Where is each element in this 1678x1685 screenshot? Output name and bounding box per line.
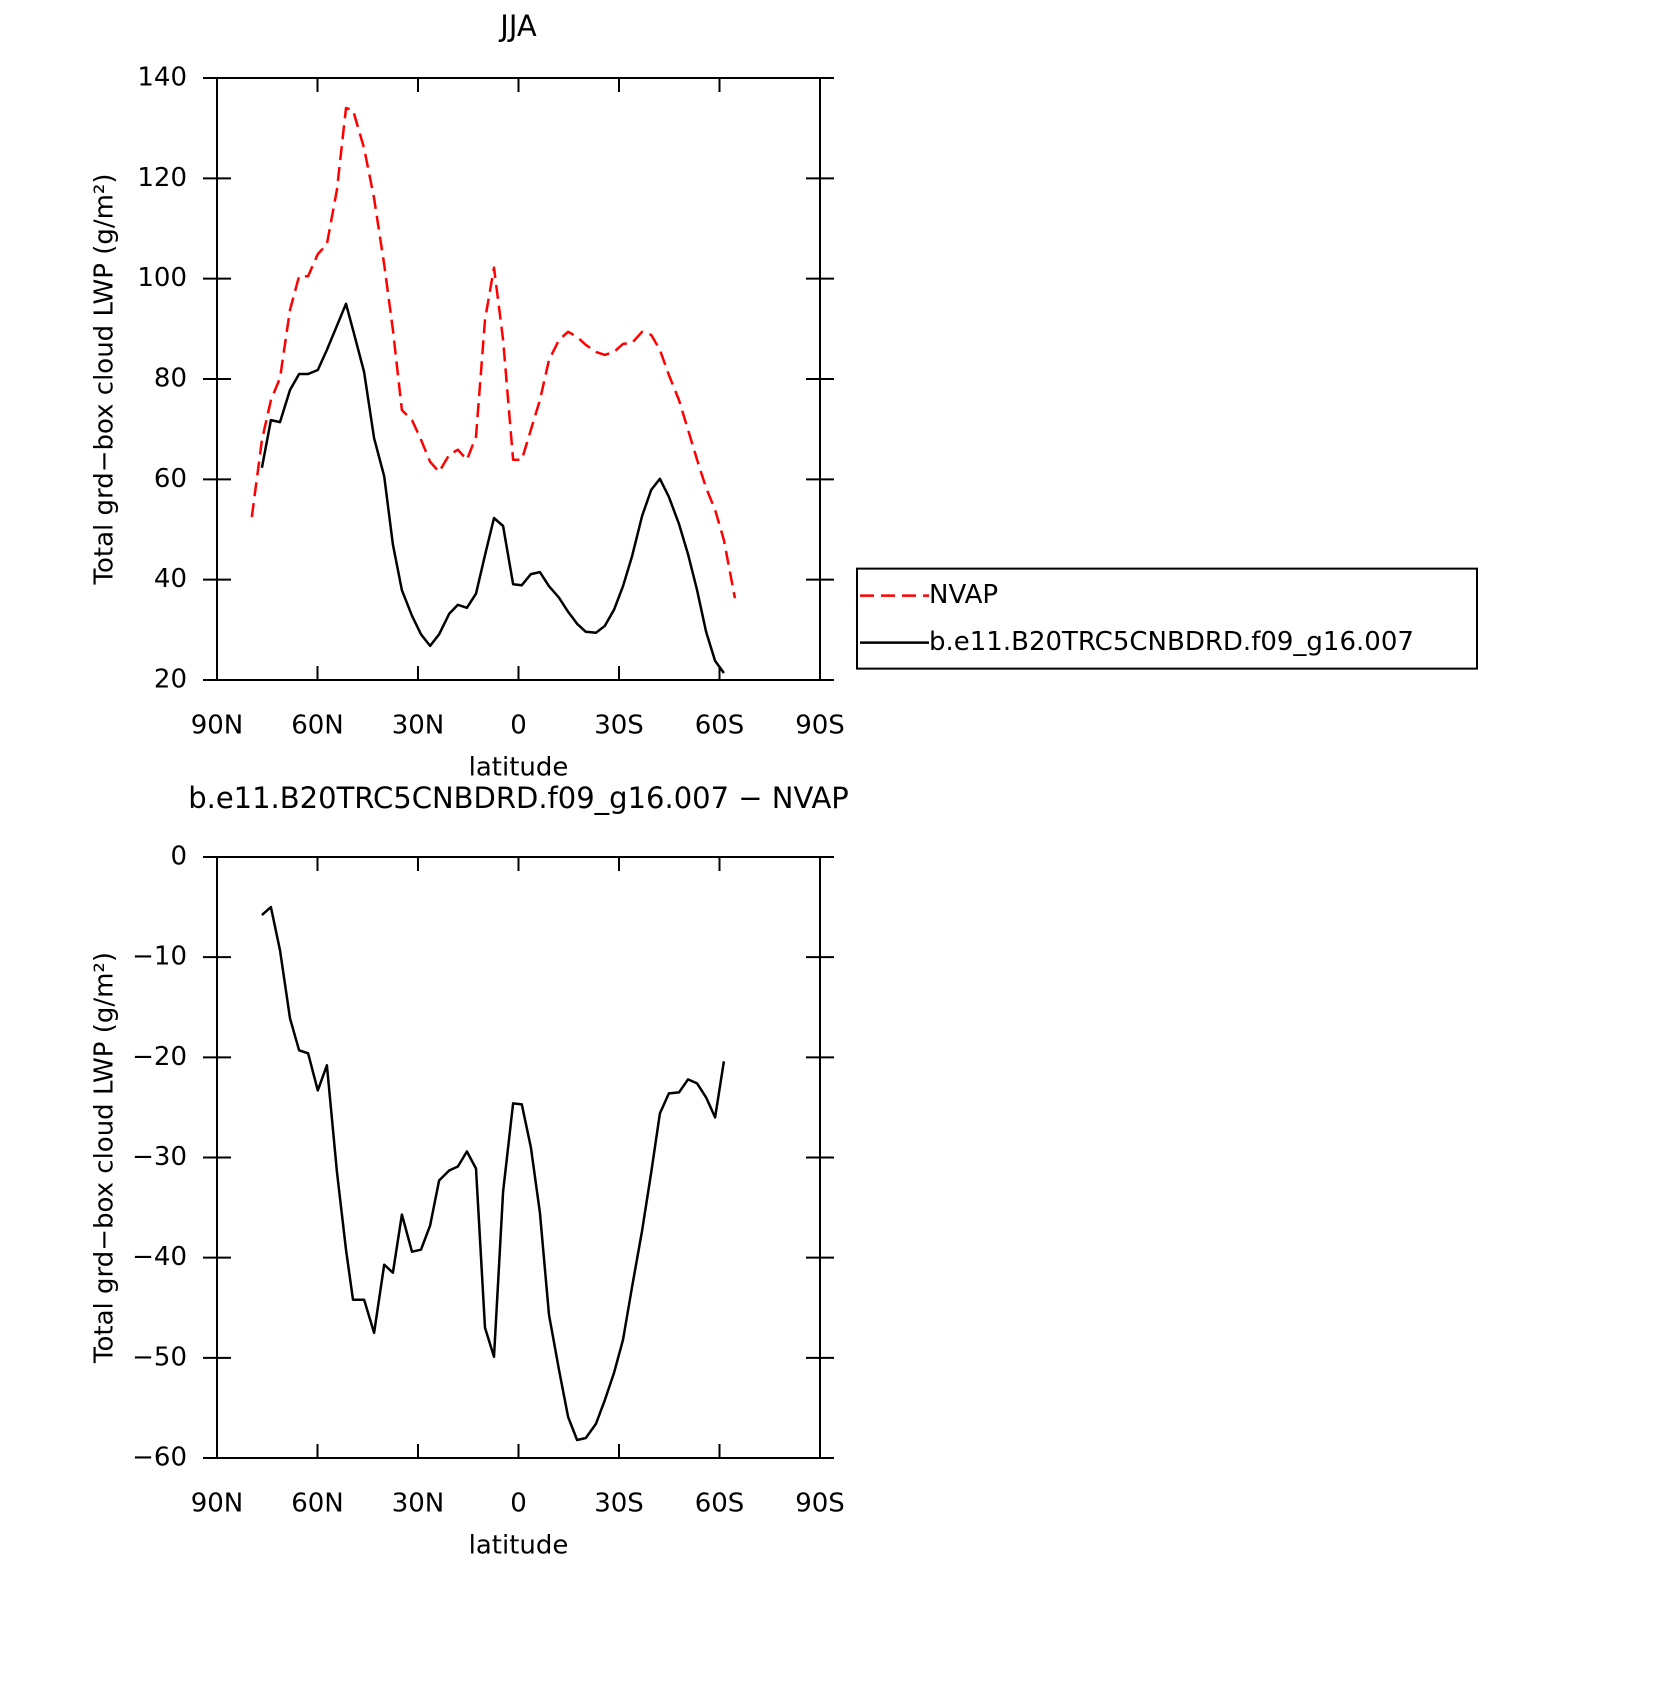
y-tick-label: 100	[137, 263, 187, 293]
y-tick-label: −30	[132, 1142, 187, 1172]
plot-frame	[216, 856, 821, 1459]
x-axis-label: latitude	[469, 753, 569, 783]
x-tick-label: 90S	[795, 711, 845, 741]
y-tick-label: −10	[132, 942, 187, 972]
x-tick-label: 60N	[291, 711, 344, 741]
y-tick-label: 40	[154, 564, 187, 594]
legend-label: b.e11.B20TRC5CNBDRD.f09_g16.007	[929, 627, 1414, 657]
data-line	[261, 905, 726, 1442]
x-tick-label: 30S	[594, 1489, 644, 1519]
y-tick-label: 140	[137, 63, 187, 93]
y-tick-label: 120	[137, 163, 187, 193]
x-tick-label: 60S	[695, 711, 745, 741]
x-tick-label: 90N	[191, 711, 244, 741]
y-tick-label: −60	[132, 1443, 187, 1473]
x-axis-label: latitude	[469, 1531, 569, 1561]
y-tick-label: 20	[154, 665, 187, 695]
legend-label: NVAP	[929, 580, 998, 610]
data-line	[250, 106, 737, 599]
x-tick-label: 0	[510, 1489, 527, 1519]
x-tick-label: 60N	[291, 1489, 344, 1519]
chart-title: b.e11.B20TRC5CNBDRD.f09_g16.007 − NVAP	[188, 781, 849, 815]
chart-title: JJA	[498, 9, 537, 43]
x-tick-label: 30N	[392, 1489, 445, 1519]
y-tick-label: 60	[154, 464, 187, 494]
x-tick-label: 90N	[191, 1489, 244, 1519]
x-tick-label: 30N	[392, 711, 445, 741]
data-line	[260, 302, 725, 674]
y-tick-label: 80	[154, 364, 187, 394]
y-axis-label: Total grd−box cloud LWP (g/m²)	[90, 952, 120, 1364]
y-axis-label: Total grd−box cloud LWP (g/m²)	[90, 174, 120, 586]
y-tick-label: 0	[170, 842, 187, 872]
y-tick-label: −20	[132, 1042, 187, 1072]
x-tick-label: 30S	[594, 711, 644, 741]
plot-frame	[216, 77, 821, 681]
x-tick-label: 90S	[795, 1489, 845, 1519]
legend-box	[856, 567, 1478, 670]
x-tick-label: 60S	[695, 1489, 745, 1519]
x-tick-label: 0	[510, 711, 527, 741]
y-tick-label: −40	[132, 1242, 187, 1272]
legend	[856, 567, 1478, 670]
y-tick-label: −50	[132, 1342, 187, 1372]
